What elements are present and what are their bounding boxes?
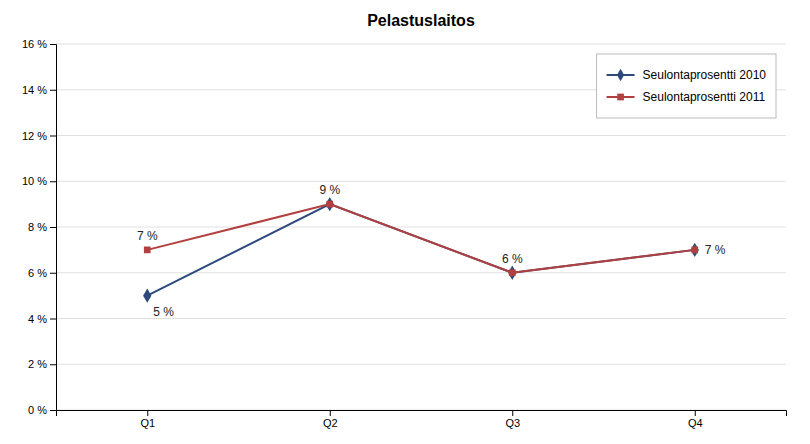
tick: Q1 <box>140 410 155 429</box>
legend-item: Seulontaprosentti 2010 <box>607 68 767 82</box>
tick: Q3 <box>505 410 520 429</box>
tick-label: 12 % <box>22 130 47 142</box>
tick-mark <box>50 319 56 320</box>
tick-mark <box>512 410 513 416</box>
tick: 10 % <box>22 175 56 187</box>
marks <box>143 197 699 303</box>
grid-line <box>56 272 786 273</box>
tick-label: Q3 <box>505 417 520 429</box>
legend-label: Seulontaprosentti 2010 <box>643 68 767 82</box>
tick-mark <box>50 410 56 411</box>
tick-mark <box>147 410 148 416</box>
data-label: 9 % <box>319 183 340 197</box>
tick-mark <box>50 181 56 182</box>
grid-line <box>56 181 786 182</box>
legend-box <box>597 54 776 118</box>
tick-label: 16 % <box>22 38 47 50</box>
tick-label: 6 % <box>28 267 47 279</box>
legend-marker <box>617 69 624 81</box>
point <box>144 247 151 254</box>
point <box>691 247 698 254</box>
grid-line <box>56 135 786 136</box>
axis-line <box>57 411 787 417</box>
point <box>326 201 333 208</box>
legend-item: Seulontaprosentti 2011 <box>607 90 766 104</box>
tick-mark <box>50 273 56 274</box>
data-label: 7 % <box>705 243 726 257</box>
tick-mark <box>695 410 696 416</box>
tick-label: 10 % <box>22 175 47 187</box>
data-label: 7 % <box>137 229 158 243</box>
legend: Seulontaprosentti 2010 Seulontaprosentti … <box>597 54 776 118</box>
y-axis: 0 % 2 % 4 % 6 % 8 % 10 % 12 % 14 % 16 % <box>22 38 57 416</box>
tick: 16 % <box>22 38 56 50</box>
tick-label: 0 % <box>28 404 47 416</box>
point <box>508 266 516 280</box>
tick-mark <box>50 364 56 365</box>
plot: 0 % 2 % 4 % 6 % 8 % 10 % 12 % 14 % 16 % Q1 Q2 Q3 Q4 5… <box>22 38 787 429</box>
tick: Q2 <box>323 410 338 429</box>
data-label: 6 % <box>502 252 523 266</box>
tick: Q4 <box>688 410 703 429</box>
tick: 0 % <box>28 404 56 416</box>
data-label: 5 % <box>153 305 174 319</box>
point <box>326 197 334 211</box>
point <box>509 269 516 276</box>
tick-label: 4 % <box>28 313 47 325</box>
grid-line <box>56 364 786 365</box>
tick-label: Q4 <box>688 417 703 429</box>
tick-label: Q2 <box>323 417 338 429</box>
tick: 14 % <box>22 84 56 96</box>
tick-mark <box>50 44 56 45</box>
legend-marker <box>617 94 624 101</box>
tick-mark <box>50 136 56 137</box>
series-line <box>147 204 695 273</box>
tick-label: 14 % <box>22 84 47 96</box>
grid <box>56 44 786 410</box>
grid-line <box>56 227 786 228</box>
tick-label: 8 % <box>28 221 47 233</box>
x-axis: Q1 Q2 Q3 Q4 <box>57 410 787 429</box>
legend-label: Seulontaprosentti 2011 <box>643 90 766 104</box>
point <box>691 243 699 257</box>
series-line <box>147 204 695 296</box>
chart: 0 % 2 % 4 % 6 % 8 % 10 % 12 % 14 % 16 % Q1 Q2 Q3 Q4 5… <box>0 0 810 444</box>
tick: 4 % <box>28 313 56 325</box>
tick-label: 2 % <box>28 358 47 370</box>
axis-line <box>50 45 57 411</box>
tick-mark <box>50 227 56 228</box>
grid-line <box>56 44 786 45</box>
tick: 8 % <box>28 221 56 233</box>
point <box>143 288 151 302</box>
tick: 2 % <box>28 358 56 370</box>
tick-mark <box>50 90 56 91</box>
tick-mark <box>330 410 331 416</box>
tick: 6 % <box>28 267 56 279</box>
tick-label: Q1 <box>140 417 155 429</box>
title: Pelastuslaitos <box>367 12 475 29</box>
tick: 12 % <box>22 130 56 142</box>
data-labels: 5 % 9 % 6 % 7 % 7 % <box>137 183 726 319</box>
